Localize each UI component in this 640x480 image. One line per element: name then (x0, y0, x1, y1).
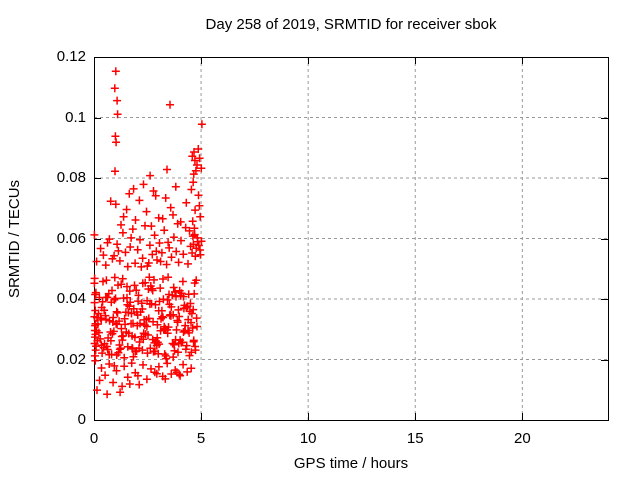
axis-ticks (94, 57, 608, 421)
x-tick-label: 5 (196, 430, 206, 447)
scatter-points (90, 67, 206, 399)
x-tick-label: 20 (513, 430, 531, 447)
x-tick-label: 10 (299, 430, 317, 447)
x-tick-label: 0 (89, 430, 99, 447)
y-tick-label: 0.06 (56, 229, 86, 247)
grid-lines (94, 57, 608, 420)
y-tick-label: 0.04 (56, 290, 86, 307)
plot-border (94, 57, 609, 421)
y-tick-label: 0.1 (65, 108, 86, 126)
y-tick-label: 0.02 (56, 350, 86, 368)
chart-title: Day 258 of 2019, SRMTID for receiver sbo… (205, 16, 497, 33)
y-tick-label: 0 (77, 411, 86, 428)
y-tick-label: 0.12 (56, 48, 86, 65)
x-tick-label: 15 (406, 430, 424, 447)
y-tick-label: 0.08 (56, 169, 86, 186)
x-axis-label: GPS time / hours (293, 455, 409, 472)
